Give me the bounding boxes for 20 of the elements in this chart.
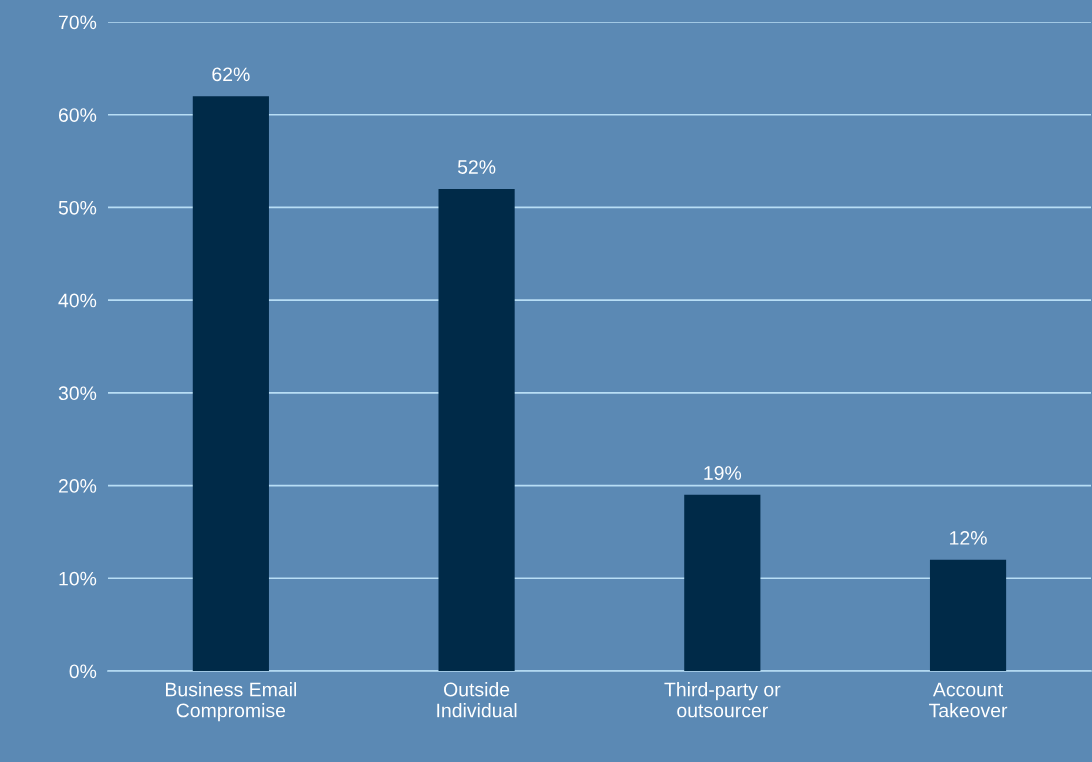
y-tick-label: 70% — [58, 15, 97, 30]
x-tick-label: Third-party or outsourcer — [664, 682, 781, 718]
bar — [192, 96, 269, 671]
data-label: 12% — [950, 531, 987, 545]
bar — [438, 188, 515, 671]
y-tick-label: 0% — [69, 664, 97, 679]
x-tick-label: Account Takeover — [929, 682, 1008, 718]
bar — [929, 559, 1007, 671]
data-label: 52% — [457, 160, 496, 174]
x-tick-label: Outside Individual — [437, 682, 517, 718]
y-tick-label: 30% — [58, 386, 97, 401]
y-tick-label: 10% — [59, 571, 97, 586]
y-tick-label: 40% — [58, 293, 97, 308]
data-label: 62% — [212, 67, 250, 82]
bar — [684, 494, 761, 671]
y-tick-label: 60% — [58, 108, 97, 122]
y-tick-label: 20% — [58, 479, 97, 493]
x-tick-label: Business Email Compromise — [166, 682, 297, 722]
data-label: 19% — [704, 466, 742, 480]
y-tick-label: 50% — [58, 200, 97, 215]
